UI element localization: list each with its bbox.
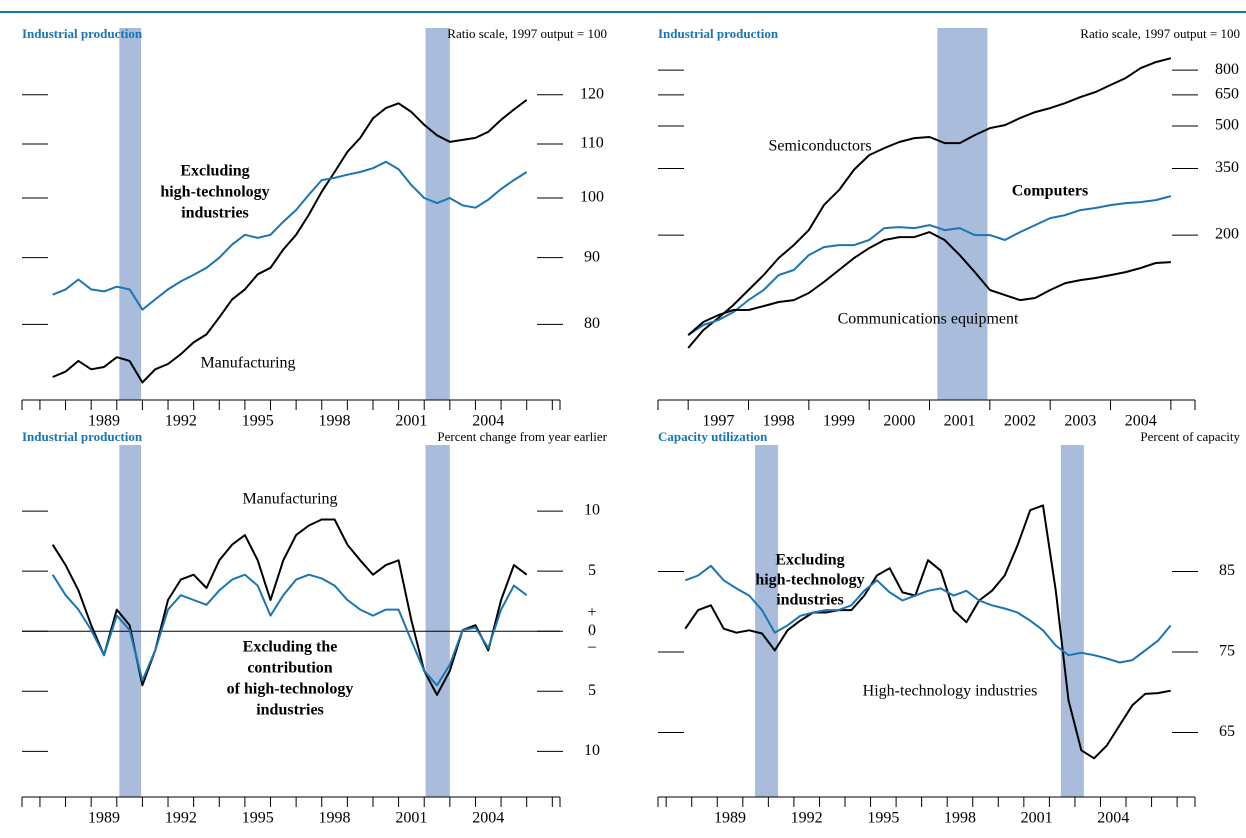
- recession-shading: [119, 28, 142, 400]
- x-tick-label: 1995: [242, 413, 274, 430]
- x-tick-label: 1995: [242, 810, 274, 827]
- series-label: Manufacturing: [242, 491, 337, 508]
- series-label: industries: [256, 702, 324, 719]
- series-label: high-technology: [755, 572, 864, 589]
- y-tick-label: 0: [588, 622, 596, 639]
- y-tick-label: 200: [1215, 226, 1239, 243]
- panel-title: Capacity utilization: [658, 429, 768, 444]
- y-tick-label: 350: [1215, 159, 1239, 176]
- y-tick-label: 65: [1219, 723, 1235, 740]
- recession-shading: [425, 445, 450, 797]
- series-label: of high-technology: [227, 681, 354, 698]
- x-tick-label: 1992: [791, 810, 823, 827]
- x-tick-label: 1992: [165, 413, 197, 430]
- y-tick-label: 110: [580, 135, 603, 152]
- panel-subtitle: Percent of capacity: [1140, 429, 1240, 444]
- x-tick-label: 2004: [1125, 413, 1157, 430]
- panel-title: Industrial production: [22, 26, 143, 41]
- x-tick-label: 1992: [165, 810, 197, 827]
- y-tick-label: 85: [1219, 562, 1235, 579]
- series-line: [687, 195, 1172, 336]
- series-line: [684, 504, 1171, 760]
- series-label: industries: [776, 592, 844, 609]
- x-tick-label: 1998: [319, 810, 351, 827]
- y-tick-label: 100: [580, 189, 604, 206]
- panel-title: Industrial production: [22, 429, 143, 444]
- series-line: [684, 564, 1172, 664]
- series-line: [51, 573, 528, 687]
- y-tick-label: 5: [588, 562, 596, 579]
- y-tick-label: 500: [1215, 117, 1239, 134]
- x-tick-label: 2001: [944, 413, 976, 430]
- recession-shading: [755, 445, 779, 797]
- panel-subtitle: Percent change from year earlier: [437, 429, 607, 444]
- series-line: [687, 57, 1172, 349]
- y-tick-label: 90: [584, 248, 600, 265]
- x-tick-label: 1997: [702, 413, 734, 430]
- y-tick-label: 800: [1215, 61, 1239, 78]
- x-tick-label: 1995: [867, 810, 899, 827]
- x-tick-label: 2004: [1097, 810, 1129, 827]
- series-line: [687, 231, 1171, 336]
- x-tick-label: 2001: [395, 810, 427, 827]
- x-tick-label: 1989: [88, 413, 120, 430]
- series-label: Excluding: [180, 163, 249, 180]
- y-tick-label: 120: [580, 85, 604, 102]
- series-label: Excluding the: [243, 639, 338, 656]
- y-tick-label: 10: [584, 742, 600, 759]
- panel-subtitle: Ratio scale, 1997 output = 100: [447, 26, 607, 41]
- series-label: Manufacturing: [200, 355, 295, 372]
- series-label: Computers: [1012, 183, 1088, 200]
- x-tick-label: 1998: [763, 413, 795, 430]
- series-label: high-technology: [160, 184, 269, 201]
- x-tick-label: 2003: [1064, 413, 1096, 430]
- x-tick-label: 2004: [472, 810, 504, 827]
- series-label: Communications equipment: [838, 311, 1019, 328]
- x-tick-label: 2001: [1021, 810, 1053, 827]
- panel-title: Industrial production: [658, 26, 779, 41]
- y-tick-label: 650: [1215, 86, 1239, 103]
- recession-shading: [1060, 445, 1084, 797]
- series-line: [52, 99, 528, 384]
- recession-shading: [425, 28, 450, 400]
- series-label: contribution: [247, 660, 332, 677]
- x-tick-label: 1989: [88, 810, 120, 827]
- recession-shading: [937, 28, 988, 400]
- x-tick-label: 1998: [319, 413, 351, 430]
- x-tick-label: 1999: [823, 413, 855, 430]
- y-tick-label: 75: [1219, 643, 1235, 660]
- zero-sign-plus: +: [587, 604, 596, 621]
- x-tick-label: 2004: [472, 413, 504, 430]
- panel-subtitle: Ratio scale, 1997 output = 100: [1080, 26, 1240, 41]
- series-label: High-technology industries: [863, 683, 1038, 700]
- y-tick-label: 10: [584, 502, 600, 519]
- x-tick-label: 2001: [395, 413, 427, 430]
- series-label: industries: [181, 205, 249, 222]
- x-tick-label: 1989: [714, 810, 746, 827]
- zero-sign-minus: –: [587, 638, 597, 655]
- series-label: Semiconductors: [768, 138, 871, 155]
- x-tick-label: 1998: [944, 810, 976, 827]
- x-tick-label: 2000: [883, 413, 915, 430]
- series-line: [52, 160, 528, 311]
- y-tick-label: 5: [588, 682, 596, 699]
- y-tick-label: 80: [584, 315, 600, 332]
- x-tick-label: 2002: [1004, 413, 1036, 430]
- recession-shading: [119, 445, 142, 797]
- series-label: Excluding: [775, 552, 844, 569]
